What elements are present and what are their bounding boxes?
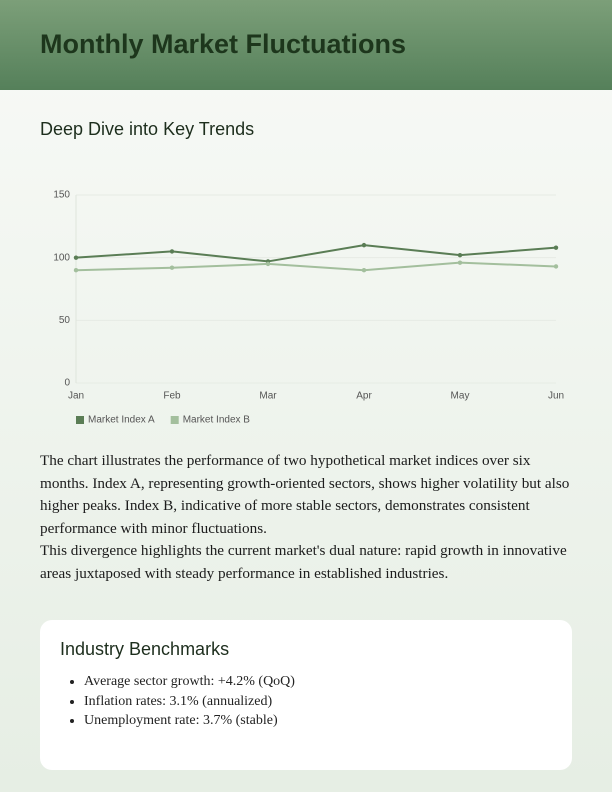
data-point [73,268,79,273]
x-tick-label: Feb [163,391,181,402]
page-title: Monthly Market Fluctuations [40,29,407,59]
y-tick-label: 150 [53,190,70,201]
y-tick-label: 100 [53,252,70,263]
benchmark-list: Average sector growth: +4.2% (QoQ) Infla… [60,672,552,731]
data-point [457,260,463,265]
legend-swatch [76,416,84,424]
data-point [361,268,367,273]
series-line [75,244,557,263]
benchmark-item: Unemployment rate: 3.7% (stable) [84,711,552,731]
data-point [169,265,175,270]
legend-label: Market Index B [183,415,251,426]
section-title: Deep Dive into Key Trends [40,119,255,139]
series-line [75,261,557,272]
y-tick-label: 50 [59,315,71,326]
benchmarks-card: Industry Benchmarks Average sector growt… [40,620,572,770]
description: The chart illustrates the performance of… [40,450,576,585]
data-point [361,242,367,248]
x-tick-label: Jun [548,391,564,402]
x-tick-label: Apr [356,391,372,402]
paragraph: The chart illustrates the performance of… [40,452,570,537]
data-point [553,264,559,269]
paragraph: This divergence highlights the current m… [40,542,567,582]
benchmark-item: Average sector growth: +4.2% (QoQ) [84,672,552,692]
data-point [553,245,559,250]
benchmark-item: Inflation rates: 3.1% (annualized) [84,692,552,712]
data-point [73,255,79,260]
header: Monthly Market Fluctuations [0,0,612,90]
chart: 0 50 100 150 Jan Feb Mar Apr May Jun Market Index … [53,190,564,426]
data-point [457,252,463,258]
legend-label: Market Index A [88,415,155,426]
data-point [265,261,271,267]
x-tick-label: May [451,391,470,402]
legend-swatch [170,416,179,424]
x-tick-label: Jan [68,391,84,402]
data-point [169,249,175,254]
y-tick-label: 0 [64,378,70,389]
x-tick-label: Mar [259,391,277,402]
card-title: Industry Benchmarks [60,639,230,659]
